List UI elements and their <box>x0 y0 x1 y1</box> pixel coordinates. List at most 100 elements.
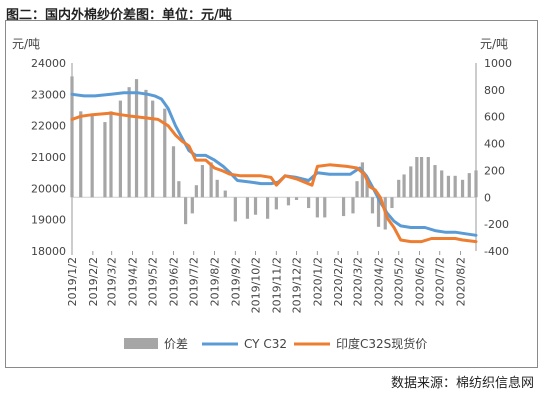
chart-svg: 元/吨 元/吨 18000 19000 20000 21000 22000 23000 24… <box>12 37 512 351</box>
right-tick-label: 0 <box>484 191 491 204</box>
x-tick-label: 2020/5/2 <box>393 257 406 306</box>
spread-bar <box>307 197 311 209</box>
india-c32s-line <box>70 111 478 244</box>
x-tick-label: 2019/4/2 <box>126 257 139 306</box>
tick-labels: 18000 19000 20000 21000 22000 23000 24000 -400 -… <box>31 57 512 313</box>
right-tick-label: 200 <box>484 164 505 177</box>
spread-bar <box>200 165 205 198</box>
spread-bar <box>70 76 74 198</box>
spread-bar <box>397 179 401 198</box>
right-axis-unit: 元/吨 <box>480 37 508 51</box>
x-tick-label: 2019/10/2 <box>250 257 263 313</box>
x-tick-label: 2020/1/2 <box>311 257 324 306</box>
spread-bar <box>79 111 83 198</box>
spread-bar <box>409 166 413 198</box>
x-tick-label: 2019/1/2 <box>66 257 79 306</box>
x-tick-label: 2019/7/2 <box>188 257 201 306</box>
spread-bar <box>194 185 198 198</box>
spread-bar <box>446 175 451 198</box>
spread-bar <box>253 197 258 215</box>
spread-bars <box>70 76 478 230</box>
spread-bar <box>223 190 227 198</box>
legend-swatch-spread <box>124 338 158 349</box>
x-tick-label: 2019/5/2 <box>147 257 160 306</box>
spread-bar <box>360 162 364 198</box>
spread-bar <box>467 173 471 198</box>
spread-bar <box>266 197 270 219</box>
spread-bar <box>209 162 213 198</box>
spread-bar <box>433 165 437 198</box>
x-tick-label: 2019/8/2 <box>209 257 222 306</box>
left-tick-label: 21000 <box>31 151 66 164</box>
spread-bar <box>190 197 194 214</box>
spread-bar <box>171 146 176 198</box>
right-tick-label: 600 <box>484 111 505 124</box>
spread-bar <box>402 174 406 198</box>
right-tick-label: -400 <box>484 245 509 258</box>
right-tick-label: 800 <box>484 84 505 97</box>
spread-bar <box>144 89 148 198</box>
spread-bar <box>419 157 424 198</box>
spread-bar <box>127 87 131 198</box>
spread-bar <box>90 114 94 198</box>
spread-bar <box>351 197 355 214</box>
spread-bar <box>440 170 444 198</box>
x-tick-label: 2020/4/2 <box>373 257 386 306</box>
cy-c32-line <box>70 91 478 237</box>
spread-bar <box>286 197 291 206</box>
right-tick-label: -200 <box>484 218 509 231</box>
data-source: 数据来源：棉纺织信息网 <box>390 376 534 391</box>
spread-bar <box>245 197 250 219</box>
spread-bar <box>274 197 278 210</box>
left-tick-label: 19000 <box>31 214 66 227</box>
spread-bar <box>355 181 359 198</box>
spread-bar <box>163 108 167 198</box>
legend-label: 印度C32S现货价 <box>336 336 427 351</box>
spread-bar <box>177 181 181 198</box>
spread-bar <box>323 197 327 218</box>
spread-bar <box>233 197 237 222</box>
x-tick-label: 2020/2/2 <box>332 257 345 306</box>
spread-bar <box>103 122 107 198</box>
spread-bar <box>184 197 188 225</box>
right-tick-label: 1000 <box>484 57 512 70</box>
spread-bar <box>109 111 113 198</box>
x-tick-label: 2019/3/2 <box>106 257 119 306</box>
left-axis-unit: 元/吨 <box>12 37 40 51</box>
left-tick-label: 23000 <box>31 88 66 101</box>
x-tick-label: 2020/8/2 <box>455 257 468 306</box>
left-tick-label: 24000 <box>31 57 66 70</box>
chart-frame: 元/吨 元/吨 18000 19000 20000 21000 22000 23000 24… <box>5 20 538 368</box>
x-tick-label: 2019/12/2 <box>291 257 304 313</box>
spread-bar <box>215 179 219 198</box>
spread-bar <box>365 177 369 198</box>
x-tick-label: 2020/6/2 <box>414 257 427 306</box>
spread-bar <box>315 197 319 218</box>
x-tick-label: 2019/11/2 <box>270 257 283 313</box>
right-tick-label: 400 <box>484 138 505 151</box>
legend-label: CY C32 <box>244 337 287 351</box>
left-tick-label: 18000 <box>31 245 66 258</box>
x-tick-label: 2019/9/2 <box>229 257 242 306</box>
spread-bar <box>426 157 430 198</box>
spread-bar <box>390 197 394 209</box>
spread-bar <box>134 79 139 198</box>
price-lines <box>70 91 478 244</box>
spread-bar <box>415 157 419 198</box>
spread-bar <box>370 197 375 214</box>
legend: 价差 CY C32 印度C32S现货价 <box>124 336 427 351</box>
legend-label: 价差 <box>164 337 188 351</box>
x-tick-label: 2020/3/2 <box>352 257 365 306</box>
x-tick-label: 2019/6/2 <box>168 257 181 306</box>
spread-bar <box>453 175 457 198</box>
spread-bar <box>460 179 465 198</box>
spread-bar <box>474 170 478 198</box>
spread-bar <box>151 100 155 198</box>
figure-title: 图二：国内外棉纱价差图：单位：元/吨 <box>6 8 232 23</box>
spread-bar <box>376 197 381 227</box>
left-tick-label: 22000 <box>31 120 66 133</box>
spread-bar <box>341 197 346 217</box>
left-tick-label: 20000 <box>31 182 66 195</box>
x-tick-label: 2019/2/2 <box>87 257 100 306</box>
x-tick-label: 2020/7/2 <box>434 257 447 306</box>
